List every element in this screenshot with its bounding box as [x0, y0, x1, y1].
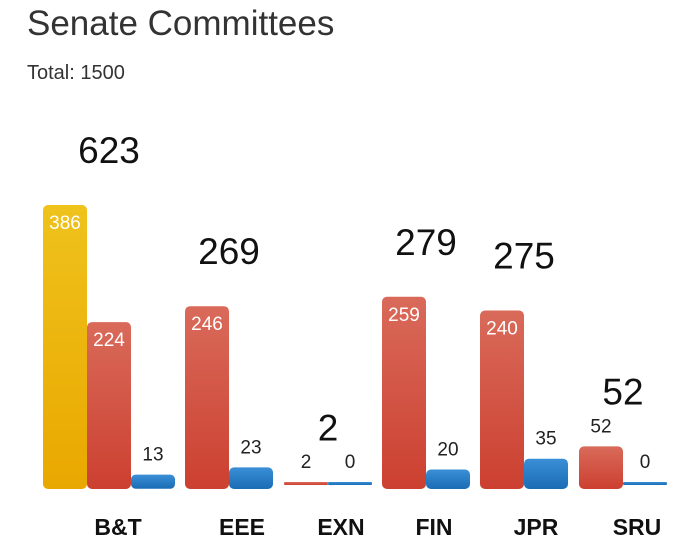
bar-fin-s1	[382, 296, 426, 489]
bar-value-label-b-t-s0: 386	[49, 213, 81, 234]
bar-value-label-sru-s1: 52	[590, 416, 611, 437]
total-label-exn: 2	[318, 408, 339, 449]
chart-subtitle: Total: 1500	[27, 62, 125, 84]
bar-value-label-eee-s2: 23	[240, 437, 261, 458]
bar-value-label-b-t-s1: 224	[93, 330, 125, 351]
category-label-jpr: JPR	[514, 514, 559, 540]
category-label-fin: FIN	[415, 514, 452, 540]
bar-value-label-sru-s2: 0	[640, 452, 651, 473]
bar-exn-s1	[284, 482, 328, 485]
bar-b-t-s0	[43, 205, 87, 489]
bar-jpr-s2	[524, 458, 568, 489]
bar-value-label-b-t-s2: 13	[142, 445, 163, 466]
bar-value-label-exn-s2: 0	[345, 452, 356, 473]
bar-b-t-s2	[131, 474, 175, 489]
bar-value-label-jpr-s1: 240	[486, 319, 518, 340]
bar-eee-s1	[185, 306, 229, 489]
category-label-sru: SRU	[613, 514, 662, 540]
bar-b-t-s1	[87, 322, 131, 489]
category-label-exn: EXN	[317, 514, 364, 540]
chart-title: Senate Committees	[27, 4, 335, 43]
bar-exn-s2	[328, 482, 372, 485]
bar-value-label-jpr-s2: 35	[535, 429, 556, 450]
total-label-fin: 279	[395, 222, 457, 263]
bar-eee-s2	[229, 467, 273, 489]
bar-value-label-eee-s1: 246	[191, 314, 223, 335]
bar-sru-s2	[623, 482, 667, 485]
category-label-b-t: B&T	[94, 514, 141, 540]
bar-value-label-fin-s1: 259	[388, 305, 420, 326]
total-label-eee: 269	[198, 231, 260, 272]
total-label-b-t: 623	[78, 130, 140, 171]
bar-value-label-exn-s1: 2	[301, 452, 312, 473]
bar-value-label-fin-s2: 20	[437, 440, 458, 461]
total-label-jpr: 275	[493, 236, 555, 277]
bar-jpr-s1	[480, 310, 524, 489]
total-label-sru: 52	[602, 371, 643, 412]
bar-sru-s1	[579, 446, 623, 489]
category-label-eee: EEE	[219, 514, 265, 540]
bar-fin-s2	[426, 469, 470, 489]
